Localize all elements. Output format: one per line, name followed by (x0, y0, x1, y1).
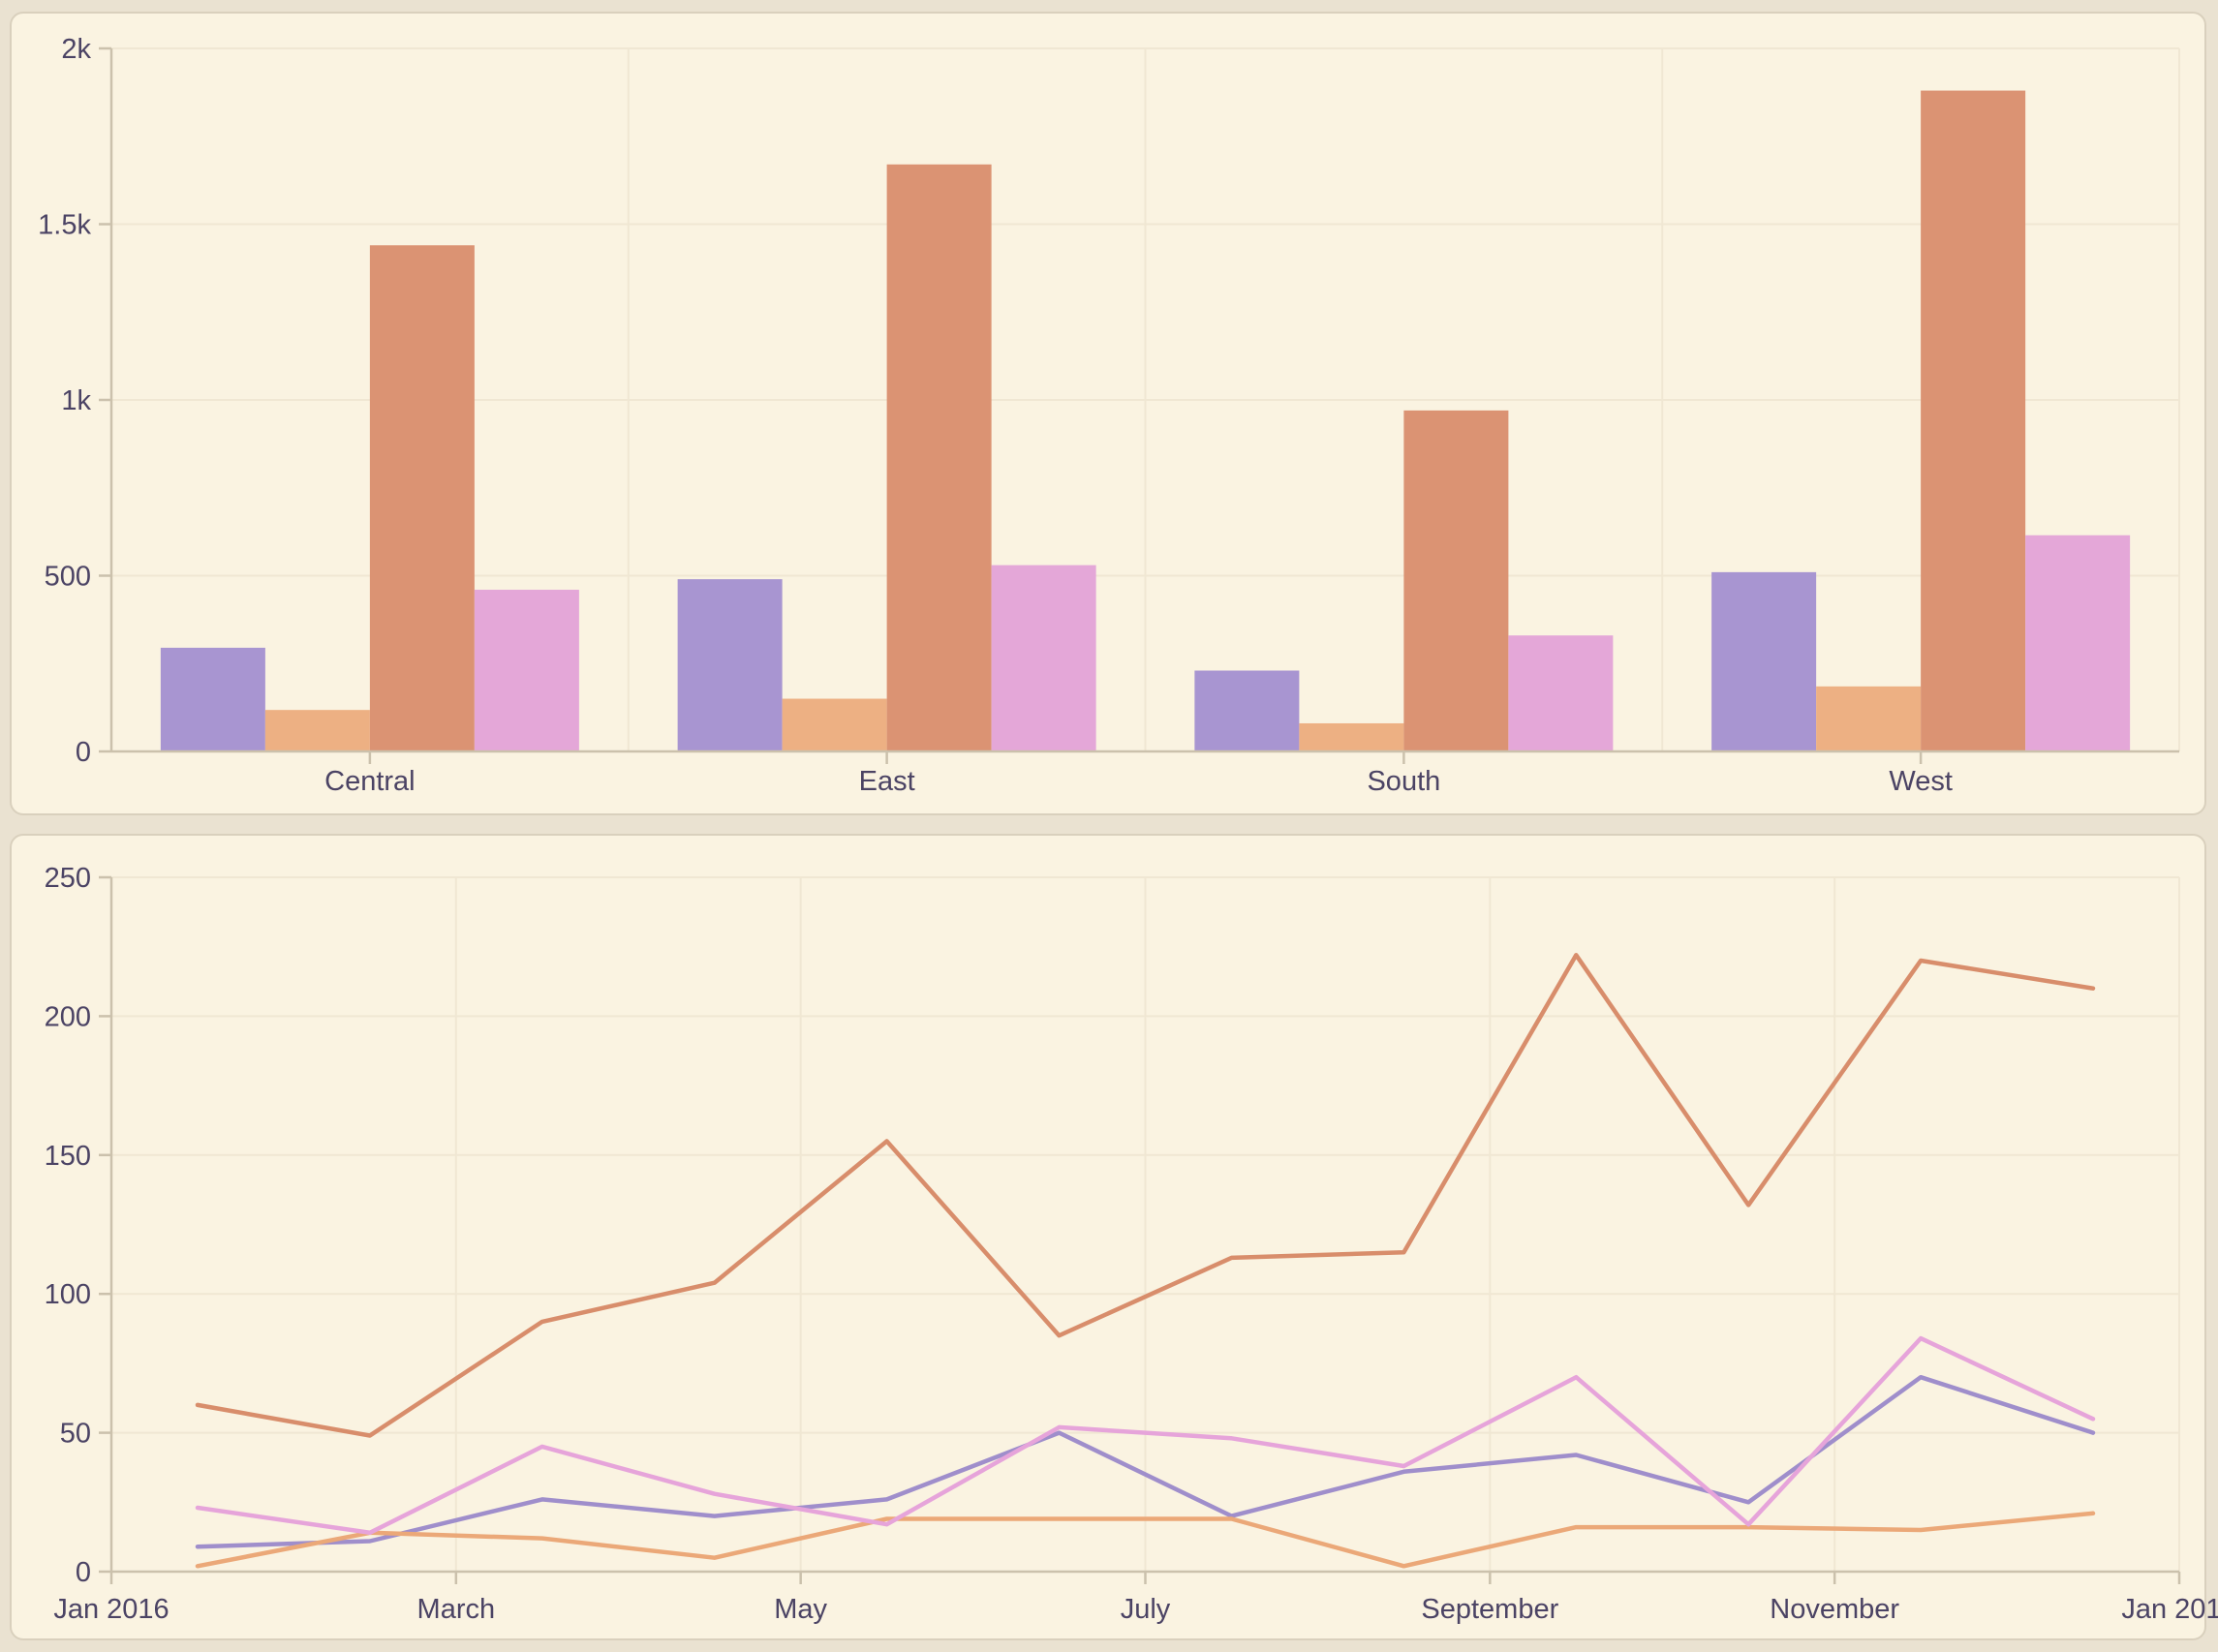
x-axis-label-march: March (417, 1594, 496, 1625)
x-axis-label-july: July (1121, 1594, 1171, 1625)
y-axis-label-0: 0 (76, 737, 91, 768)
bar-chart-svg: 0 500 1k 1.5k 2k Central East South West (38, 34, 2180, 797)
line-purple[interactable] (195, 1374, 2096, 1549)
bar-south-pink[interactable] (1508, 635, 1614, 751)
x-axis-label-east: East (859, 766, 915, 797)
y-axis-label-50: 50 (60, 1419, 91, 1450)
y-axis-label-200: 200 (45, 1001, 91, 1032)
bar-south-purple[interactable] (1194, 670, 1300, 751)
line-chart-card: 0 50 100 150 200 250 Jan 2016 March May July Septe… (10, 834, 2218, 1640)
x-axis-label-may: May (774, 1594, 827, 1625)
bar-chart-card: 0 500 1k 1.5k 2k Central East South West (10, 12, 2206, 815)
x-axis-label-jan-2016: Jan 2016 (53, 1594, 169, 1625)
bar-west-peach[interactable] (1816, 686, 1922, 751)
y-axis-label-1k: 1k (61, 385, 91, 416)
y-axis-label-250: 250 (45, 863, 91, 894)
x-axis-label-september: September (1421, 1594, 1558, 1625)
bar-central-salmon[interactable] (369, 245, 475, 751)
line-salmon[interactable] (195, 953, 2096, 1438)
y-axis-label-150: 150 (45, 1141, 91, 1172)
bar-central-pink[interactable] (474, 590, 579, 751)
bar-east-purple[interactable] (677, 579, 783, 751)
bar-west-purple[interactable] (1711, 571, 1817, 751)
y-axis-label-500: 500 (45, 562, 91, 593)
line-chart-svg: 0 50 100 150 200 250 Jan 2016 March May July Septe… (45, 863, 2218, 1625)
bar-west-salmon[interactable] (1921, 90, 2026, 751)
x-axis-label-jan-2017: Jan 2017 (2121, 1594, 2218, 1625)
y-axis-label-2k: 2k (61, 34, 91, 65)
bar-east-pink[interactable] (991, 565, 1096, 751)
y-axis-label-1.5k: 1.5k (38, 210, 91, 241)
y-axis-label-0: 0 (76, 1557, 91, 1588)
bar-south-salmon[interactable] (1403, 410, 1509, 751)
bar-south-peach[interactable] (1299, 722, 1404, 751)
x-axis-label-november: November (1770, 1594, 1899, 1625)
line-peach[interactable] (195, 1511, 2096, 1569)
bar-east-salmon[interactable] (886, 164, 992, 752)
bar-central-purple[interactable] (160, 647, 265, 751)
bar-west-pink[interactable] (2025, 535, 2131, 751)
x-axis-label-central: Central (324, 766, 416, 797)
line-pink[interactable] (195, 1335, 2096, 1536)
bar-east-peach[interactable] (782, 698, 887, 751)
x-axis-label-south: South (1367, 766, 1440, 797)
y-axis-label-100: 100 (45, 1279, 91, 1310)
bar-central-peach[interactable] (264, 710, 370, 751)
x-axis-label-west: West (1889, 766, 1953, 797)
